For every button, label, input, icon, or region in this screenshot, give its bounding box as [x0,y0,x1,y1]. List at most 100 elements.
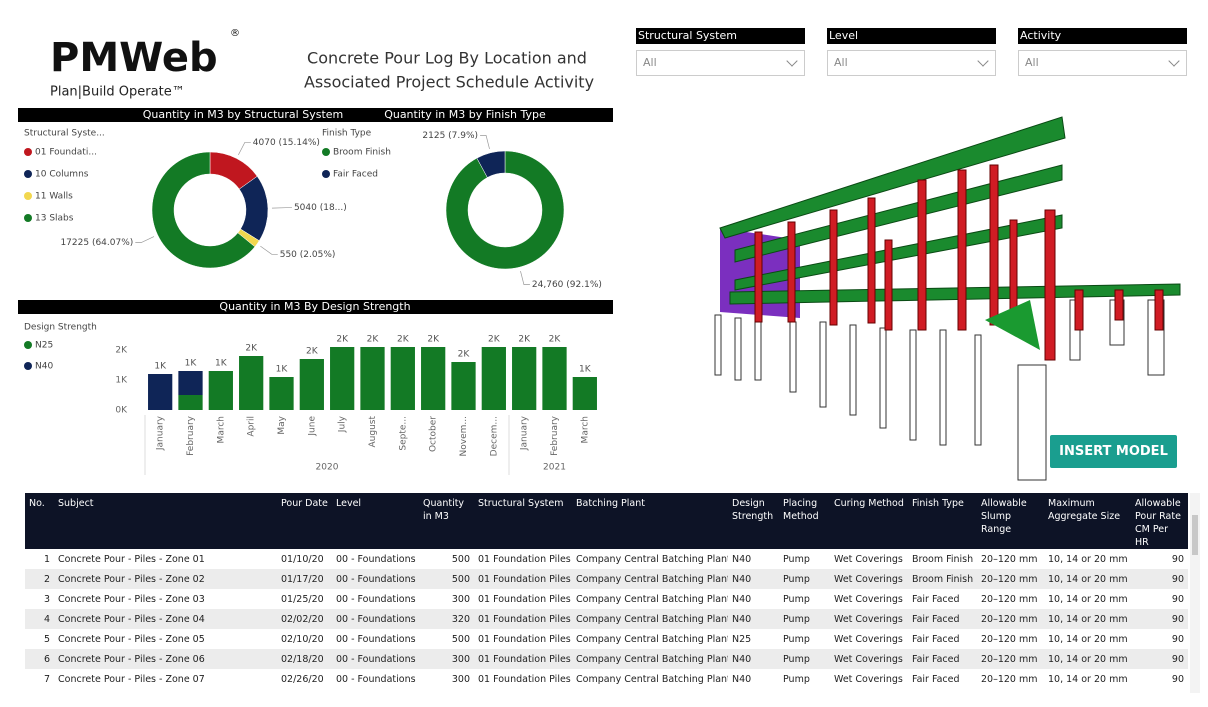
table-cell: Fair Faced [912,633,960,645]
table-cell: 90 [1171,593,1184,605]
leader-line [520,270,530,285]
logo-tagline: Plan|Build Operate™ [50,85,185,100]
leader-line [135,236,155,243]
y-tick-label: 1K [115,376,128,386]
filter[interactable]: Structural System All [636,28,805,76]
legend-label: N25 [35,341,53,351]
table-cell: Company Central Batching Plant [576,553,728,565]
table-header: No. Subject Pour Date Level Quantity in M3 St… [25,493,1188,549]
x-tick-label: January [156,415,166,451]
table-cell: 00 - Foundations [332,609,419,629]
x-tick-label: May [277,415,287,434]
chart-title: Quantity in M3 by Structural System [143,108,344,121]
model-view [714,116,1181,481]
column-header[interactable]: Design Strength [728,493,779,549]
legend-label: 13 Slabs [35,214,74,224]
column-header[interactable]: Subject [54,493,277,549]
data-label: 24,760 (92.1%) [532,280,602,290]
column-header[interactable]: Allowable Slump Range [977,493,1044,549]
table-cell: Fair Faced [912,673,960,685]
data-label: 2K [336,335,349,345]
legend-title: Structural Syste... [24,129,105,139]
column-header[interactable]: Structural System [474,493,572,549]
x-group-label: 2020 [316,463,339,473]
column-header[interactable]: Pour Date [277,493,332,549]
table-cell: 20–120 mm [977,609,1044,629]
table-cell: Fair Faced [908,649,977,669]
table-cell: 00 - Foundations [336,673,416,685]
table-cell: 90 [1171,673,1184,685]
table-cell: 320 [419,609,474,629]
y-tick-label: 2K [115,346,128,356]
legend-marker [24,148,32,156]
table-cell: 1 [43,553,50,565]
table-cell: Concrete Pour - Piles - Zone 02 [54,569,277,589]
table-cell: Concrete Pour - Piles - Zone 05 [58,633,205,645]
legend-marker [24,341,32,349]
column-header[interactable]: No. [25,493,54,549]
insert-model-button[interactable]: INSERT MODEL [1050,435,1177,468]
leader-line [238,142,251,156]
scrollbar[interactable] [1190,493,1200,693]
legend-title: Design Strength [24,323,97,333]
table-cell: Pump [783,633,810,645]
table-cell: 4 [25,609,54,629]
table-cell: Wet Coverings [834,553,903,565]
data-label: 2K [397,335,410,345]
table-cell: 2 [25,569,54,589]
table-cell: 20–120 mm [977,649,1044,669]
column-header[interactable]: Finish Type [908,493,977,549]
bar [208,371,233,410]
table-cell: 01/17/20 [277,569,332,589]
column-header[interactable]: Maximum Aggregate Size [1044,493,1131,549]
table-cell: N40 [728,649,779,669]
filter-label: Structural System [636,28,805,44]
table-cell: Pump [783,593,810,605]
legend-marker [24,192,32,200]
leader-line [260,245,278,255]
table-row: 7 Concrete Pour - Piles - Zone 07 02/26/20… [25,669,1188,689]
table-cell: N40 [728,609,779,629]
filter[interactable]: Activity All [1018,28,1187,76]
y-tick-label: 0K [115,406,128,416]
filter[interactable]: Level All [827,28,996,76]
table-cell: 02/26/20 [281,673,324,685]
filter-dropdown[interactable]: All [1018,50,1187,76]
x-tick-label: August [368,416,378,448]
table-cell: 01 Foundation Piles [474,649,572,669]
table-cell: Pump [783,673,810,685]
legend-label: N40 [35,362,53,372]
x-tick-label: February [550,415,560,456]
column-header[interactable]: Quantity in M3 [419,493,474,549]
table-cell: Concrete Pour - Piles - Zone 01 [58,553,205,565]
table-cell: 10, 14 or 20 mm [1044,569,1131,589]
column-header[interactable]: Placing Method [779,493,830,549]
table-cell: 3 [43,593,50,605]
legend-marker [24,362,32,370]
legend-title: Finish Type [322,129,372,139]
table-cell: Wet Coverings [830,569,908,589]
table-cell: Company Central Batching Plant [576,633,728,645]
filter-dropdown[interactable]: All [636,50,805,76]
column-header[interactable]: Allowable Pour Rate CM Per HR [1131,493,1188,549]
bar [572,377,597,410]
data-label: 1K [579,365,592,375]
data-label: 2K [427,335,440,345]
data-label: 2K [518,335,531,345]
table-cell: Fair Faced [908,609,977,629]
table-cell: 00 - Foundations [336,553,416,565]
bar [148,374,173,410]
legend-marker [322,148,330,156]
table-cell: 300 [451,593,470,605]
table-cell: Wet Coverings [834,633,903,645]
filter-dropdown[interactable]: All [827,50,996,76]
column-header[interactable]: Batching Plant [572,493,728,549]
column-header[interactable]: Curing Method [830,493,908,549]
table-cell: 500 [451,553,470,565]
bar [421,347,446,410]
table-cell: 300 [451,673,470,685]
table-cell: Pump [779,649,830,669]
table-cell: 01 Foundation Piles [478,593,571,605]
column-header[interactable]: Level [332,493,419,549]
